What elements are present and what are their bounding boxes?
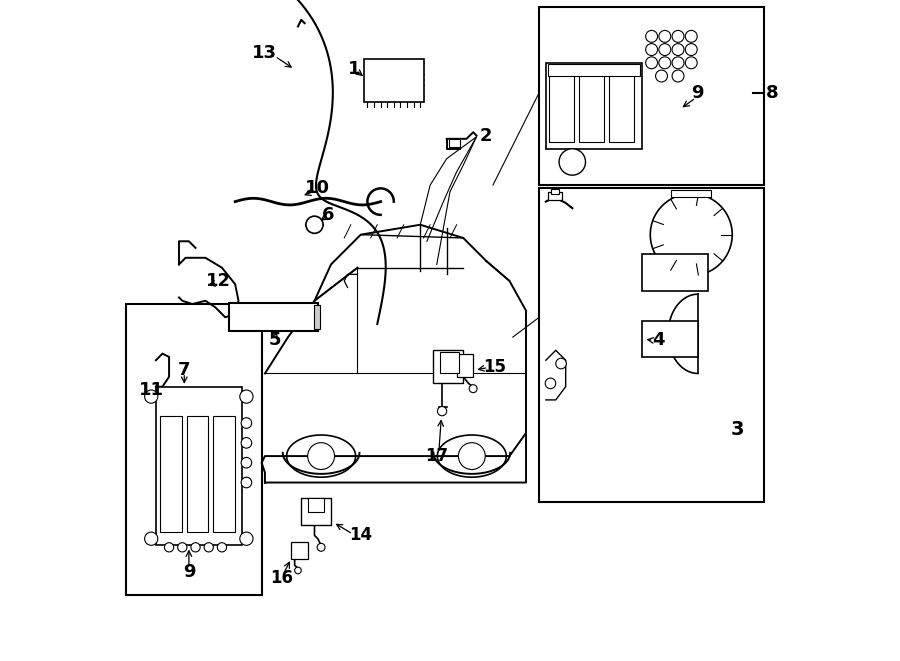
Circle shape [659, 44, 670, 56]
Bar [213, 416, 235, 532]
Bar [449, 139, 460, 147]
Bar [229, 303, 318, 330]
Text: 13: 13 [252, 44, 277, 62]
Bar [126, 304, 262, 595]
Bar [160, 416, 182, 532]
Circle shape [177, 543, 187, 552]
Bar [548, 64, 641, 76]
Circle shape [241, 438, 252, 448]
Text: 3: 3 [731, 420, 744, 439]
Circle shape [204, 543, 213, 552]
Bar [551, 189, 559, 194]
Text: 7: 7 [178, 361, 191, 379]
Bar [187, 416, 208, 532]
Circle shape [469, 385, 477, 393]
Circle shape [217, 543, 227, 552]
Circle shape [685, 57, 698, 69]
Polygon shape [545, 350, 566, 400]
Circle shape [672, 30, 684, 42]
Circle shape [317, 543, 325, 551]
Bar [608, 69, 634, 142]
Circle shape [685, 44, 698, 56]
Text: 4: 4 [652, 331, 664, 350]
Bar [549, 69, 574, 142]
Circle shape [306, 216, 323, 233]
Circle shape [241, 457, 252, 468]
Text: 9: 9 [183, 563, 195, 581]
Text: 14: 14 [349, 526, 373, 545]
Circle shape [308, 443, 335, 469]
Bar [548, 192, 562, 200]
Bar [434, 350, 464, 383]
Bar [308, 498, 324, 512]
Bar [579, 69, 604, 142]
Bar [671, 190, 711, 197]
Bar [440, 352, 459, 373]
Circle shape [145, 390, 158, 403]
Circle shape [672, 70, 684, 82]
Text: 11: 11 [139, 381, 164, 399]
Circle shape [645, 30, 658, 42]
Circle shape [458, 443, 485, 469]
Text: 16: 16 [270, 569, 292, 588]
Circle shape [672, 57, 684, 69]
Text: 8: 8 [766, 83, 778, 102]
Circle shape [437, 407, 446, 416]
Bar [156, 387, 242, 545]
Bar [364, 59, 424, 102]
Bar [642, 321, 698, 357]
Circle shape [241, 418, 252, 428]
Bar [545, 63, 642, 149]
Circle shape [556, 358, 566, 369]
Text: 6: 6 [321, 206, 334, 224]
Text: 15: 15 [483, 358, 507, 376]
Text: 12: 12 [206, 272, 231, 290]
Circle shape [645, 57, 658, 69]
Circle shape [145, 532, 158, 545]
Bar [456, 354, 473, 377]
Circle shape [659, 30, 670, 42]
Circle shape [239, 532, 253, 545]
Circle shape [545, 378, 556, 389]
Text: 5: 5 [268, 330, 281, 349]
Circle shape [659, 57, 670, 69]
Bar [539, 7, 764, 185]
Circle shape [239, 390, 253, 403]
Bar [642, 254, 707, 291]
Bar [302, 498, 331, 525]
Circle shape [191, 543, 200, 552]
Bar [539, 188, 764, 502]
Circle shape [651, 194, 733, 276]
Bar [292, 542, 308, 559]
Text: 10: 10 [305, 179, 330, 198]
Circle shape [241, 477, 252, 488]
Circle shape [165, 543, 174, 552]
Circle shape [685, 30, 698, 42]
Text: 2: 2 [480, 126, 492, 145]
Circle shape [294, 567, 302, 574]
Circle shape [559, 149, 586, 175]
Text: 17: 17 [425, 447, 448, 465]
Text: 9: 9 [691, 83, 704, 102]
Circle shape [672, 44, 684, 56]
Circle shape [645, 44, 658, 56]
Circle shape [655, 70, 668, 82]
Text: 1: 1 [348, 60, 360, 79]
Bar [314, 305, 319, 329]
